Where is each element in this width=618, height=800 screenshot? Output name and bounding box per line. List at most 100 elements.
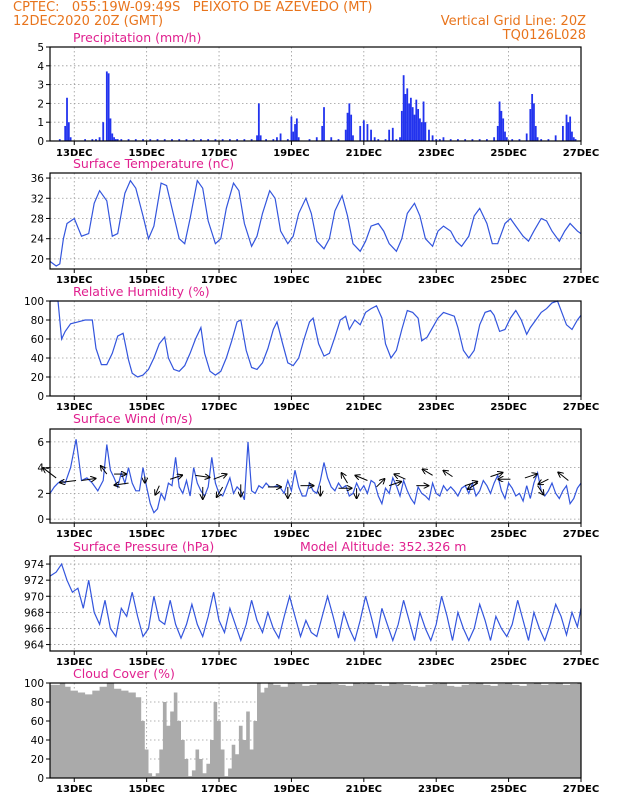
y-tick-label: 40: [31, 735, 44, 747]
wind-arrow: [394, 474, 406, 480]
x-tick-label: 23DEC: [418, 402, 454, 413]
wind-arrow: [558, 473, 569, 481]
y-tick-label: 2: [37, 488, 44, 500]
precip-bar: [163, 139, 166, 141]
x-tick-label: 17DEC: [201, 402, 237, 413]
y-tick-label: 80: [31, 315, 44, 327]
precip-bar: [171, 139, 173, 141]
precip-bar: [308, 139, 311, 141]
x-tick-label: 13DEC: [56, 148, 92, 159]
press-frame: [49, 555, 582, 652]
precip-bar: [348, 103, 351, 141]
precip-bar: [321, 125, 324, 141]
precip-bar: [419, 118, 421, 141]
x-tick-label: 27DEC: [563, 529, 599, 540]
precip-bar: [391, 127, 394, 141]
y-tick-label: 0: [37, 773, 44, 785]
x-tick-label: 13DEC: [56, 657, 92, 668]
wind-title: Surface Wind (m/s): [73, 411, 193, 426]
model-altitude-label: Model Altitude: 352.326 m: [300, 539, 466, 554]
x-tick-label: 23DEC: [418, 529, 454, 540]
cloud-frame: [49, 682, 582, 779]
precip-bar: [471, 139, 474, 141]
x-tick-label: 13DEC: [56, 275, 92, 286]
precip-bar: [415, 99, 418, 141]
precip-bar: [67, 122, 70, 141]
precip-bar: [498, 101, 501, 141]
precip-bar: [428, 129, 430, 141]
wind-arrow: [537, 485, 544, 495]
precip-bar: [384, 139, 387, 141]
x-tick-label: 15DEC: [128, 402, 164, 413]
y-tick-label: 1: [37, 117, 44, 129]
precip-bar: [114, 139, 117, 141]
precip-bar: [411, 107, 414, 141]
precip-bar: [574, 139, 577, 141]
x-tick-label: 17DEC: [201, 784, 237, 795]
precip-panel: 0 1 2 3 4 5 13DEC 15DEC 17DEC 19DEC 21DEC 23DEC 25DE…: [37, 30, 599, 159]
x-tick-label: 15DEC: [128, 657, 164, 668]
precip-bar: [111, 133, 114, 141]
rh-title: Relative Humidity (%): [73, 284, 210, 299]
precip-bar: [478, 139, 481, 141]
precip-bar: [435, 139, 438, 141]
y-tick-label: 974: [24, 559, 44, 571]
precip-bar: [504, 131, 506, 141]
precip-bar: [236, 139, 239, 141]
precip-bar: [571, 131, 573, 141]
precip-bar: [221, 139, 224, 141]
wind-arrow: [213, 474, 227, 480]
precip-bar: [420, 122, 423, 141]
wind-arrow: [376, 479, 384, 488]
precip-bar: [485, 139, 488, 141]
x-tick-label: 21DEC: [346, 275, 382, 286]
precip-bar: [292, 131, 295, 141]
precip-bar: [98, 137, 101, 141]
y-tick-label: 60: [31, 334, 44, 346]
precip-bar: [272, 139, 275, 141]
precip-bar: [256, 135, 258, 141]
y-tick-label: 6: [37, 437, 44, 449]
y-tick-label: 36: [31, 173, 45, 185]
precip-bar: [449, 139, 452, 141]
x-tick-label: 19DEC: [273, 529, 309, 540]
wind-arrow: [389, 482, 401, 487]
precip-bar: [257, 103, 260, 141]
wind-arrow: [195, 475, 210, 477]
precip-bar: [518, 139, 521, 141]
x-tick-label: 15DEC: [128, 148, 164, 159]
precip-bar: [424, 122, 427, 141]
precip-bar: [315, 137, 318, 141]
precip-bar: [84, 139, 87, 141]
precip-bar: [64, 125, 67, 141]
precip-bar: [142, 139, 144, 141]
precip-bar: [265, 139, 267, 141]
wind-arrow: [81, 479, 95, 481]
precip-bar: [330, 137, 333, 141]
precip-bar: [395, 139, 398, 141]
x-tick-label: 27DEC: [563, 657, 599, 668]
precip-bar: [569, 116, 572, 141]
precip-bar: [286, 139, 289, 141]
precip-bar: [464, 139, 467, 141]
precip-bar: [207, 139, 210, 141]
x-tick-label: 27DEC: [563, 784, 599, 795]
precip-bar: [413, 114, 416, 141]
wind-arrow: [423, 469, 433, 476]
x-tick-label: 19DEC: [273, 657, 309, 668]
wind-panel: 0 2 4 6 13DEC 15DEC 17DEC 19DEC 21DEC 23DEC 25DEC 2…: [37, 411, 599, 540]
precip-bar: [417, 109, 420, 141]
x-tick-label: 17DEC: [201, 148, 237, 159]
y-tick-label: 964: [24, 640, 44, 652]
x-tick-label: 21DEC: [346, 784, 382, 795]
press-title: Surface Pressure (hPa): [73, 539, 214, 554]
precip-bar: [156, 139, 159, 141]
temp-frame: [49, 172, 582, 270]
y-tick-label: 28: [31, 213, 44, 225]
precip-bar: [350, 114, 353, 141]
x-tick-label: 25DEC: [490, 275, 526, 286]
precip-bar: [113, 137, 115, 141]
precip-bar: [388, 129, 391, 141]
precip-bar: [200, 139, 202, 141]
wind-frame: [49, 428, 582, 524]
